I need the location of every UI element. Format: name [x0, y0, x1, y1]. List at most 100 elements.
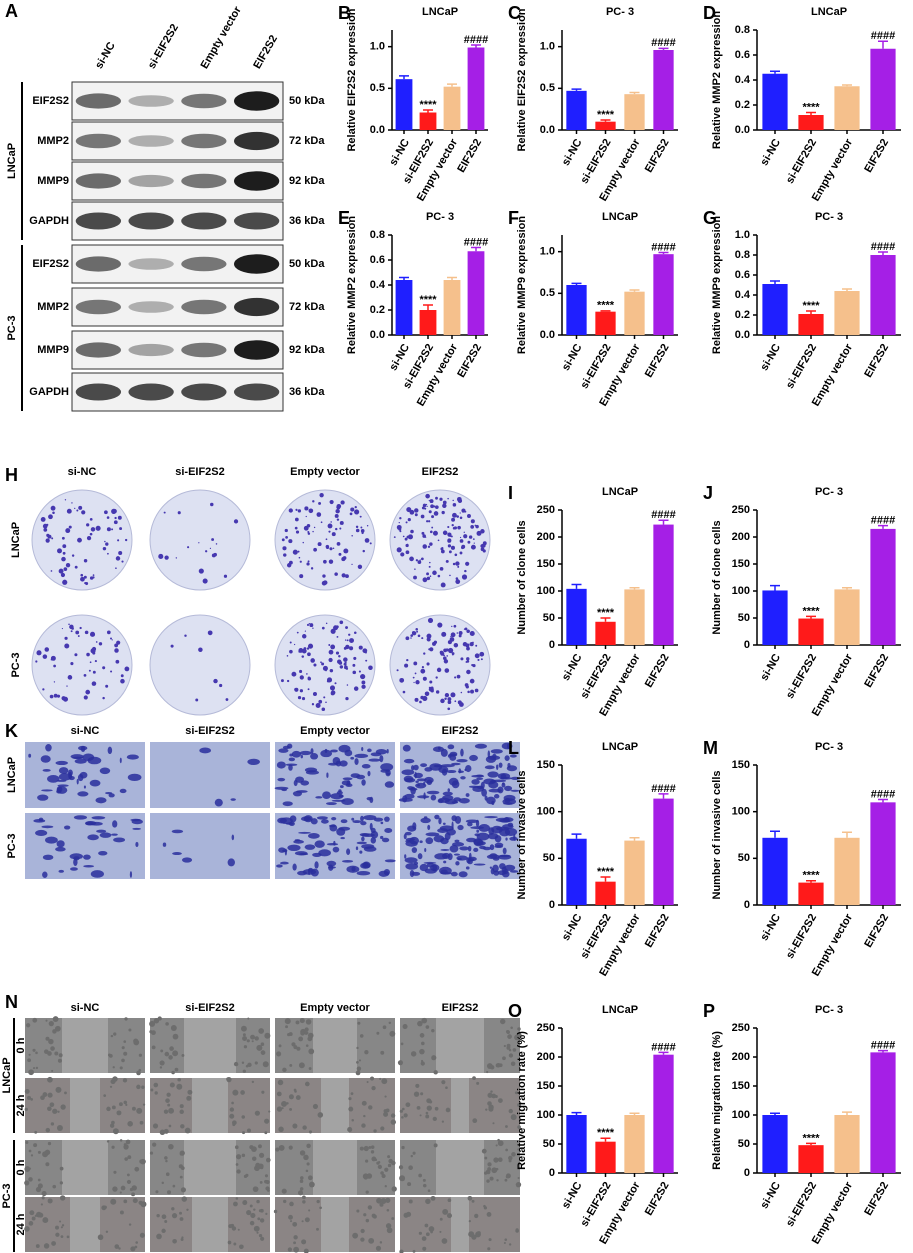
- cell-texture: [366, 1173, 373, 1179]
- cell-texture: [410, 1051, 417, 1057]
- cell-texture: [383, 1111, 389, 1117]
- colony-dot: [426, 662, 430, 666]
- cell-texture: [441, 1120, 444, 1123]
- cell-blob: [297, 870, 307, 876]
- error-bar: [806, 615, 816, 619]
- cell-texture: [302, 1125, 307, 1130]
- significance: ****: [802, 101, 820, 113]
- cell-blob: [339, 785, 344, 789]
- cell-texture: [278, 1126, 284, 1132]
- bar: [566, 1115, 587, 1173]
- cell-texture: [163, 1109, 169, 1114]
- colony-dot: [480, 547, 485, 552]
- cell-texture: [514, 1091, 518, 1095]
- colony-dot: [187, 546, 190, 549]
- colony-dot: [66, 508, 72, 514]
- colony-dot: [467, 514, 471, 518]
- bar: [566, 588, 587, 645]
- cell-texture: [300, 1176, 304, 1180]
- colony-dot: [42, 654, 48, 659]
- y-axis-label: Number of clone cells: [711, 520, 723, 634]
- cell-blob: [459, 846, 470, 851]
- cell-texture: [357, 1021, 361, 1025]
- colony-dot: [71, 502, 73, 504]
- colony-dot: [325, 701, 327, 704]
- cell-blob: [310, 753, 319, 760]
- cell-texture: [301, 1239, 307, 1245]
- colony-dot: [104, 540, 106, 543]
- cell-texture: [387, 1155, 391, 1159]
- cell-texture: [179, 1211, 182, 1215]
- colony-dot: [447, 707, 451, 711]
- colony-dot: [301, 697, 306, 701]
- size-label: 72 kDa: [289, 135, 325, 147]
- error-bar: [878, 251, 888, 255]
- cell-blob: [346, 848, 351, 855]
- column-label: EIF2S2: [422, 466, 459, 478]
- colony-dot: [469, 678, 475, 684]
- colony-dot: [64, 499, 67, 501]
- cell-blob: [504, 785, 513, 792]
- cell-texture: [180, 1187, 187, 1193]
- cell-texture: [289, 1201, 294, 1207]
- invasion-image: [150, 813, 270, 879]
- colony-dot: [117, 515, 122, 520]
- cell-blob: [510, 776, 520, 780]
- colony-dot: [437, 539, 440, 542]
- cell-texture: [30, 1098, 33, 1101]
- colony-dot: [456, 674, 461, 679]
- cell-blob: [465, 866, 470, 870]
- colony-dot: [466, 629, 470, 634]
- cell-texture: [384, 1095, 387, 1098]
- cell-texture: [292, 1221, 298, 1227]
- colony-dot: [175, 557, 178, 559]
- cell-texture: [268, 1110, 271, 1113]
- cell-blob: [55, 846, 66, 852]
- cell-texture: [421, 1017, 428, 1024]
- cell-blob: [42, 854, 54, 861]
- cell-texture: [25, 1140, 29, 1145]
- cell-blob: [487, 771, 499, 778]
- colony-dot: [430, 504, 434, 509]
- cell-texture: [29, 1210, 35, 1216]
- cell-blob: [359, 850, 363, 854]
- colony-dot: [35, 660, 38, 663]
- panel-letter: N: [5, 992, 18, 1012]
- colony-dot: [95, 641, 98, 643]
- chart-title: LNCaP: [602, 211, 638, 223]
- colony-dot: [306, 647, 310, 650]
- band: [75, 212, 122, 230]
- colony-dot: [429, 499, 434, 504]
- cell-texture: [50, 1046, 55, 1051]
- cell-texture: [142, 1103, 146, 1106]
- colony-dot: [322, 665, 328, 671]
- cell-texture: [303, 1248, 309, 1253]
- colony-dot: [53, 693, 58, 698]
- cell-texture: [149, 1020, 156, 1027]
- colony-dot: [293, 643, 296, 646]
- colony-dot: [339, 665, 344, 669]
- cell-blob: [360, 821, 367, 826]
- cell-blob: [411, 871, 421, 876]
- cell-blob: [70, 867, 78, 871]
- cell-texture: [378, 1160, 381, 1164]
- cell-blob: [423, 861, 437, 864]
- cell-blob: [74, 758, 87, 764]
- cell-texture: [250, 1212, 256, 1219]
- colony-dot: [86, 523, 90, 527]
- colony-dot: [399, 677, 405, 683]
- cell-texture: [428, 1226, 435, 1232]
- colony-dot: [120, 674, 124, 678]
- colony-dot: [475, 644, 478, 647]
- panel-letter: F: [508, 208, 519, 228]
- bar: [653, 50, 674, 130]
- colony-dot: [107, 552, 109, 555]
- cell-blob: [363, 814, 377, 821]
- cell-texture: [242, 1069, 246, 1073]
- error-bar: [600, 310, 611, 312]
- cell-blob: [500, 773, 507, 779]
- colony-dot: [456, 496, 462, 502]
- colony-dot: [170, 644, 174, 648]
- cell-blob: [107, 746, 113, 755]
- cell-blob: [356, 841, 367, 845]
